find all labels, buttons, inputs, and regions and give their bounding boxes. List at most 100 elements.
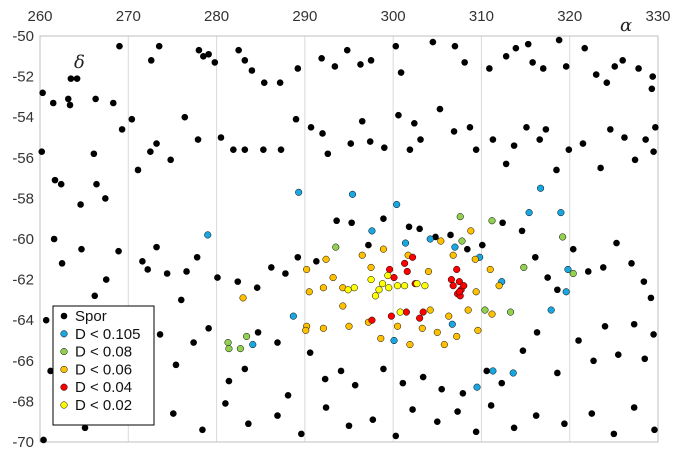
- data-point: [298, 430, 305, 438]
- data-point: [575, 337, 582, 344]
- data-point: [306, 349, 314, 356]
- data-point: [249, 341, 257, 349]
- data-point: [450, 128, 458, 135]
- data-point: [565, 146, 573, 153]
- data-point: [225, 345, 233, 353]
- data-point: [144, 266, 152, 273]
- data-point: [235, 46, 242, 54]
- data-point: [512, 44, 520, 52]
- data-point: [406, 146, 414, 153]
- data-point: [394, 322, 402, 330]
- data-point: [419, 373, 427, 381]
- data-point: [554, 286, 561, 294]
- data-point: [358, 117, 366, 125]
- y-tick-label: -60: [12, 231, 34, 248]
- data-point: [614, 351, 622, 359]
- data-point: [367, 263, 375, 271]
- data-point: [195, 46, 203, 54]
- data-point: [529, 59, 536, 66]
- data-point: [610, 430, 618, 438]
- data-point: [432, 233, 439, 241]
- data-point: [509, 369, 517, 377]
- data-point: [488, 217, 496, 225]
- data-point: [486, 65, 493, 72]
- data-point: [155, 42, 163, 50]
- data-point: [416, 314, 424, 322]
- data-point: [523, 124, 530, 131]
- data-point: [557, 209, 565, 217]
- series-d-0-04: [368, 253, 468, 324]
- data-point: [424, 267, 433, 276]
- data-point: [499, 219, 506, 227]
- data-point: [365, 241, 372, 249]
- data-point: [248, 67, 256, 74]
- x-tick-label: 320: [557, 8, 582, 25]
- data-point: [561, 420, 568, 428]
- data-point: [447, 231, 454, 239]
- data-point: [569, 269, 577, 278]
- legend-label: D < 0.06: [75, 361, 132, 378]
- data-point: [116, 42, 123, 50]
- data-point: [183, 268, 190, 275]
- data-point: [533, 329, 541, 336]
- data-point: [396, 308, 404, 316]
- data-point: [387, 312, 395, 320]
- data-point: [139, 258, 146, 265]
- data-point: [524, 40, 532, 48]
- data-point: [205, 325, 212, 332]
- data-point: [236, 345, 244, 353]
- x-axis-label: α: [620, 15, 632, 36]
- data-point: [419, 308, 427, 316]
- data-point: [581, 44, 589, 52]
- data-point: [368, 227, 376, 235]
- data-point: [588, 410, 596, 417]
- data-point: [454, 408, 461, 415]
- data-point: [392, 42, 400, 50]
- data-point: [445, 312, 453, 320]
- data-point: [651, 426, 658, 434]
- data-point: [234, 278, 242, 285]
- x-tick-label: 330: [645, 8, 670, 25]
- data-point: [411, 119, 418, 127]
- data-point: [486, 265, 494, 274]
- data-point: [393, 200, 401, 209]
- data-point: [474, 326, 482, 334]
- data-point: [347, 140, 355, 147]
- data-point: [303, 265, 311, 274]
- x-tick-label: 270: [116, 8, 141, 25]
- data-point: [547, 306, 555, 314]
- plot-frame: [39, 35, 659, 443]
- data-point: [579, 140, 587, 147]
- data-point: [401, 239, 410, 247]
- data-point: [652, 124, 659, 131]
- data-point: [426, 306, 434, 314]
- data-point: [322, 404, 330, 411]
- data-point: [294, 65, 302, 72]
- data-point: [647, 294, 655, 302]
- data-point: [405, 223, 413, 231]
- data-point: [329, 274, 337, 282]
- data-point: [479, 241, 486, 249]
- data-point: [562, 288, 570, 296]
- data-point: [324, 150, 332, 158]
- data-point: [380, 365, 387, 373]
- data-point: [343, 46, 351, 54]
- data-point: [436, 105, 444, 113]
- data-point: [597, 164, 604, 172]
- data-point: [284, 392, 292, 399]
- data-point: [199, 426, 206, 434]
- data-point: [537, 184, 545, 192]
- data-point: [472, 146, 480, 153]
- data-point: [204, 231, 212, 239]
- data-point: [302, 326, 310, 334]
- data-point: [507, 308, 515, 316]
- x-tick-label: 280: [204, 8, 229, 25]
- data-point: [147, 57, 155, 64]
- data-point: [487, 402, 495, 409]
- data-point: [394, 282, 402, 290]
- y-tick-label: -54: [12, 109, 34, 126]
- data-point: [386, 265, 394, 274]
- data-point: [190, 339, 197, 346]
- y-tick-label: -58: [12, 190, 34, 207]
